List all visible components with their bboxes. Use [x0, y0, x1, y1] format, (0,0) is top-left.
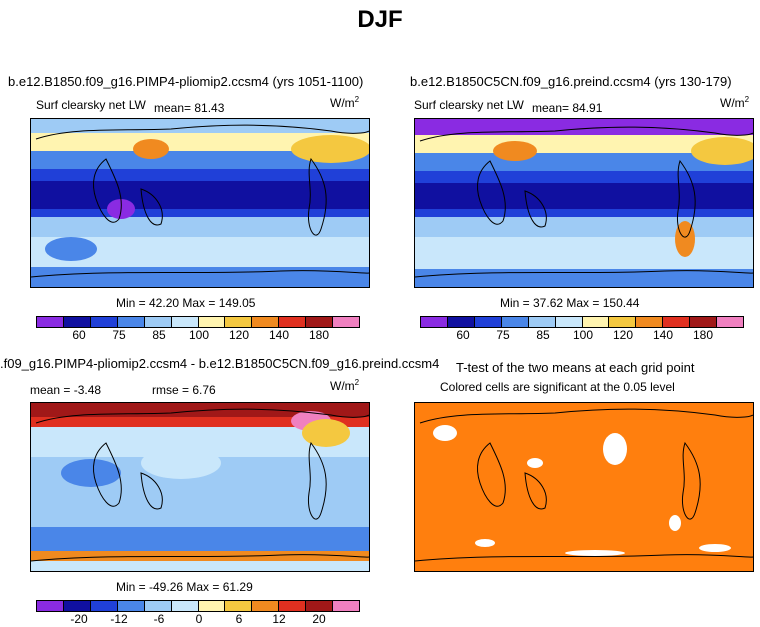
panel3-tick: 6 [235, 612, 243, 626]
panel2-tick: 60 [456, 328, 470, 342]
panel3-minmax: Min = -49.26 Max = 61.29 [116, 580, 253, 594]
panel3-tick: 20 [312, 612, 326, 626]
panel3-case-title: .f09_g16.PIMP4-pliomip2.ccsm4 - b.e12.B1… [0, 356, 440, 371]
panel3-tick: 0 [195, 612, 203, 626]
panel2-map [414, 118, 754, 288]
panel1-tick: 75 [112, 328, 126, 342]
panel2-tick: 85 [536, 328, 550, 342]
panel1-tick: 100 [188, 328, 210, 342]
panel3-mean: mean = -3.48 [30, 383, 102, 397]
panel1-map [30, 118, 370, 288]
panel1-variable: Surf clearsky net LW [36, 98, 146, 112]
panel2-colorbar-ticks: 60 75 85 100 120 140 180 [420, 328, 742, 342]
panel2-tick: 140 [652, 328, 674, 342]
panel1-tick: 60 [72, 328, 86, 342]
panel2-units: W/m2 [720, 95, 750, 110]
panel1-mean: mean= 81.43 [154, 101, 225, 115]
panel3-tick: -6 [153, 612, 165, 626]
panel1-colorbar [36, 316, 360, 328]
panel4-map [414, 402, 754, 572]
panel1-minmax: Min = 42.20 Max = 149.05 [116, 296, 256, 310]
panel2-tick: 100 [572, 328, 594, 342]
panel3-rmse: rmse = 6.76 [152, 383, 216, 397]
panel2-tick: 120 [612, 328, 634, 342]
panel3-colorbar-ticks: -20 -12 -6 0 6 12 20 [36, 612, 358, 626]
panel2-tick: 75 [496, 328, 510, 342]
panel1-colorbar-ticks: 60 75 85 100 120 140 180 [36, 328, 358, 342]
page-title: DJF [357, 6, 403, 33]
panel1-tick: 85 [152, 328, 166, 342]
panel2-case-title: b.e12.B1850C5CN.f09_g16.preind.ccsm4 (yr… [410, 74, 732, 89]
panel3-units: W/m2 [330, 378, 360, 393]
panel3-tick: -12 [110, 612, 128, 626]
panel3-colorbar [36, 600, 360, 612]
panel1-tick: 120 [228, 328, 250, 342]
panel2-tick: 180 [692, 328, 714, 342]
panel1-tick: 180 [308, 328, 330, 342]
panel4-subtitle: Colored cells are significant at the 0.0… [440, 380, 675, 394]
panel1-case-title: b.e12.B1850.f09_g16.PIMP4-pliomip2.ccsm4… [8, 74, 364, 89]
panel4-title: T-test of the two means at each grid poi… [456, 360, 695, 375]
panel3-tick: 12 [272, 612, 286, 626]
panel1-units: W/m2 [330, 95, 360, 110]
panel2-minmax: Min = 37.62 Max = 150.44 [500, 296, 640, 310]
panel2-colorbar [420, 316, 744, 328]
panel1-tick: 140 [268, 328, 290, 342]
panel2-mean: mean= 84.91 [532, 101, 603, 115]
panel3-tick: -20 [70, 612, 88, 626]
panel2-variable: Surf clearsky net LW [414, 98, 524, 112]
panel3-map [30, 402, 370, 572]
